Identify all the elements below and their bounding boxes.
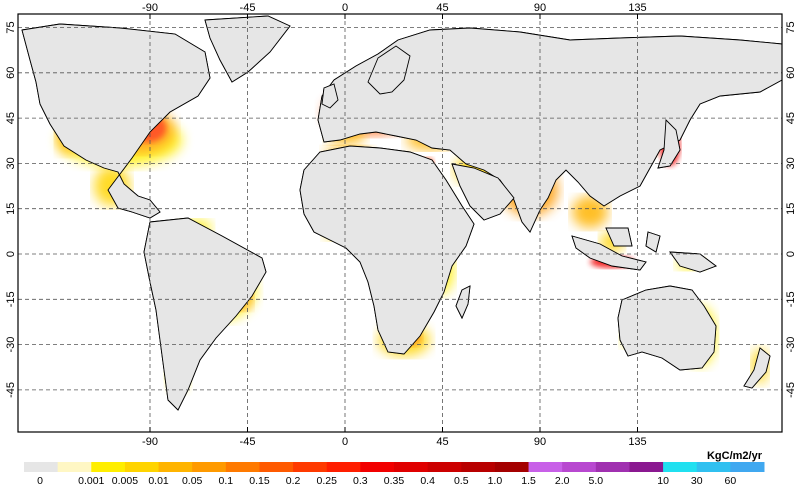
top-longitude-label: 0 xyxy=(342,2,348,14)
colorbar-tick-label: 0.05 xyxy=(182,475,203,487)
colorbar-segment xyxy=(595,462,630,472)
left-latitude-label: 0 xyxy=(5,251,17,257)
right-latitude-label: -30 xyxy=(785,337,797,353)
colorbar-tick-label: 0.15 xyxy=(249,475,270,487)
colorbar-segment xyxy=(360,462,395,472)
colorbar-segment xyxy=(225,462,260,472)
graticule xyxy=(18,14,782,432)
colorbar: 0 0.001 0.005 0.01 0.05 0.1 0.15 0.2 0.25 0.3 0.35… xyxy=(24,462,765,487)
top-longitude-label: -90 xyxy=(142,2,158,14)
colorbar-tick-label: 0.25 xyxy=(317,475,338,487)
right-latitude-label: 15 xyxy=(785,203,797,215)
bottom-longitude-label: 135 xyxy=(628,436,646,448)
colorbar-tick-label: 0.3 xyxy=(353,475,368,487)
colorbar-segment xyxy=(394,462,429,472)
colorbar-tick-label: 0.35 xyxy=(384,475,405,487)
colorbar-tick-label: 0.2 xyxy=(286,475,301,487)
colorbar-segment xyxy=(293,462,328,472)
map-frame-border xyxy=(17,13,783,433)
colorbar-tick-label: 0.01 xyxy=(148,475,169,487)
left-latitude-label: -30 xyxy=(5,337,17,353)
map-content xyxy=(18,14,782,432)
right-latitude-label: 0 xyxy=(785,251,797,257)
top-longitude-label: 45 xyxy=(436,2,448,14)
bottom-longitude-label: -45 xyxy=(240,436,256,448)
top-longitude-label: 90 xyxy=(534,2,546,14)
left-latitude-label: 30 xyxy=(5,157,17,169)
right-latitude-label: -15 xyxy=(785,291,797,307)
left-latitude-label: 75 xyxy=(5,21,17,33)
colorbar-tick-label: 0.001 xyxy=(78,475,104,487)
left-latitude-label: 60 xyxy=(5,67,17,79)
colorbar-segment xyxy=(629,462,664,472)
colorbar-segment xyxy=(158,462,193,472)
right-latitude-label: 30 xyxy=(785,157,797,169)
left-latitude-label: -15 xyxy=(5,291,17,307)
colorbar-unit-label: KgC/m2/yr xyxy=(707,450,763,462)
right-latitude-label: -45 xyxy=(785,382,797,398)
right-latitude-label: 45 xyxy=(785,112,797,124)
colorbar-tick-label: 0.4 xyxy=(420,475,435,487)
left-latitude-label: -45 xyxy=(5,382,17,398)
colorbar-segment xyxy=(57,462,92,472)
bottom-longitude-label: 0 xyxy=(342,436,348,448)
right-latitude-label: 75 xyxy=(785,21,797,33)
colorbar-segment xyxy=(528,462,563,472)
axis-ticks: -90 -90 -45 -45 0 0 45 45 90 90 135 135 75 75 60 60 45 45… xyxy=(5,2,797,448)
colorbar-segment xyxy=(461,462,496,472)
top-longitude-label: 135 xyxy=(628,2,646,14)
colorbar-tick-label: 30 xyxy=(691,475,703,487)
bottom-longitude-label: 90 xyxy=(534,436,546,448)
colorbar-tick-label: 10 xyxy=(657,475,669,487)
colorbar-tick-label: 0.005 xyxy=(112,475,138,487)
colorbar-segment xyxy=(326,462,361,472)
colorbar-tick-label: 1.5 xyxy=(521,475,536,487)
bottom-longitude-label: 45 xyxy=(436,436,448,448)
colorbar-tick-label: 0 xyxy=(37,475,43,487)
colorbar-tick-label: 2.0 xyxy=(555,475,570,487)
left-latitude-label: 45 xyxy=(5,112,17,124)
colorbar-segment xyxy=(427,462,462,472)
colorbar-tick-label: 5.0 xyxy=(589,475,604,487)
colorbar-segment xyxy=(494,462,530,472)
colorbar-segment xyxy=(696,462,731,472)
top-longitude-label: -45 xyxy=(240,2,256,14)
colorbar-tick-label: 60 xyxy=(725,475,737,487)
colorbar-segment xyxy=(124,462,160,472)
right-latitude-label: 60 xyxy=(785,67,797,79)
colorbar-tick-label: 0.5 xyxy=(454,475,469,487)
colorbar-segment xyxy=(259,462,294,472)
colorbar-segment xyxy=(562,462,597,472)
colorbar-tick-label: 0.1 xyxy=(219,475,234,487)
colorbar-segment xyxy=(91,462,126,472)
colorbar-tick-label: 1.0 xyxy=(488,475,503,487)
colorbar-segment xyxy=(24,462,59,472)
colorbar-segment xyxy=(663,462,698,472)
bottom-longitude-label: -90 xyxy=(142,436,158,448)
colorbar-segment xyxy=(192,462,227,472)
colorbar-segment xyxy=(730,462,765,472)
left-latitude-label: 15 xyxy=(5,203,17,215)
